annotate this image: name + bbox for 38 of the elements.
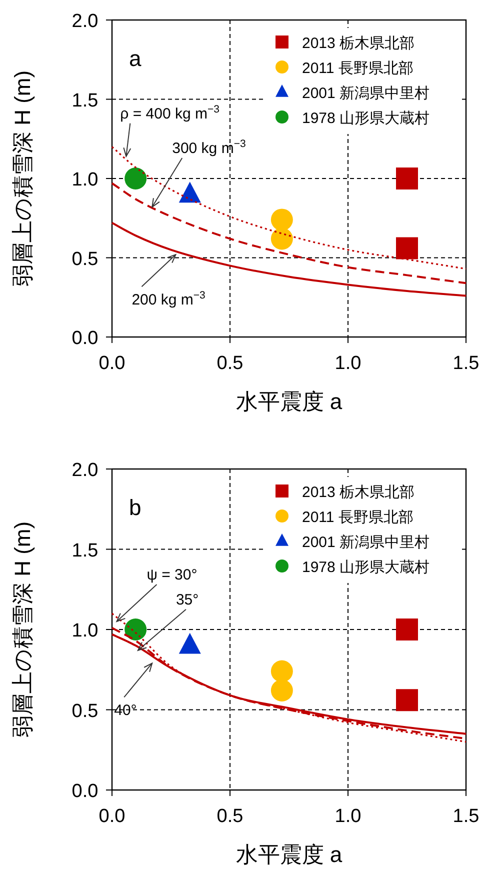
x-tick-label: 0.5: [216, 353, 244, 374]
x-axis-title: 水平震度 a: [236, 389, 343, 414]
annotation: 200 kg m$^{−3}$: [132, 290, 206, 309]
legend-label: 2001 新潟県中里村: [302, 534, 430, 551]
legend-label: 2011 長野県北部: [302, 60, 414, 77]
legend-label: 2013 栃木県北部: [302, 484, 415, 501]
annotation: 35°: [176, 591, 199, 608]
y-axis-title: 弱層上の積雪深 H (m): [10, 521, 35, 738]
x-tick-label: 0.0: [98, 806, 126, 827]
y-tick-label: 2.0: [72, 460, 98, 481]
x-tick-label: 1.0: [334, 353, 362, 374]
y-tick-label: 0.0: [72, 781, 98, 802]
legend-label: 1978 山形県大蔵村: [302, 110, 430, 127]
y-tick-label: 1.5: [72, 540, 98, 562]
annotation: 40°: [114, 702, 137, 720]
annotation: 300 kg m$^{−3}$: [172, 138, 246, 158]
x-tick-label: 0.0: [98, 353, 126, 374]
legend-label: 1978 山形県大蔵村: [302, 559, 430, 576]
y-tick-label: 1.0: [72, 170, 98, 190]
x-tick-label: 1.0: [334, 806, 362, 827]
y-tick-label: 1.5: [72, 90, 98, 112]
y-tick-label: 1.0: [72, 620, 98, 642]
annotation: ψ = 30°: [146, 566, 198, 584]
y-tick-label: 0.5: [72, 248, 98, 270]
text: a: [129, 46, 142, 71]
legend-label: 2013 栃木県北部: [302, 35, 415, 52]
x-tick-label: 0.5: [216, 806, 244, 827]
x-tick-label: 1.5: [452, 806, 480, 827]
legend-label: 2001 新潟県中里村: [302, 85, 430, 102]
x-axis-title: 水平震度 a: [236, 842, 343, 867]
x-tick-label: 1.5: [452, 353, 480, 374]
y-axis-title: 弱層上の積雪深 H (m): [10, 70, 35, 287]
y-tick-label: 2.0: [72, 11, 98, 32]
text: b: [129, 495, 142, 520]
y-tick-label: 0.5: [72, 700, 98, 722]
annotation: ρ = 400 kg m$^{−3}$: [120, 103, 220, 122]
y-tick-label: 0.0: [72, 328, 98, 349]
legend-label: 2011 長野県北部: [302, 509, 414, 526]
